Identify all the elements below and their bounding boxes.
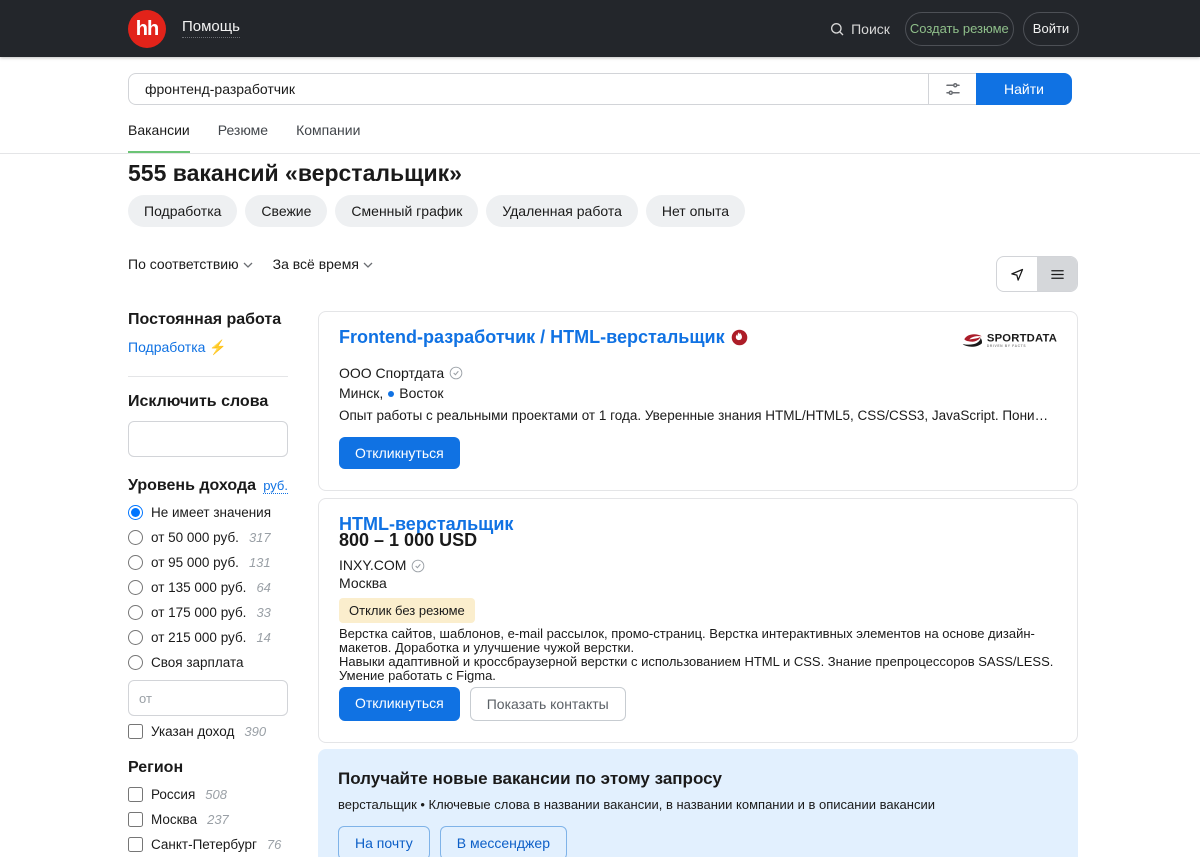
svg-text:SPORTDATA: SPORTDATA — [987, 333, 1057, 345]
svg-text:DRIVEN BY FACTS: DRIVEN BY FACTS — [987, 344, 1026, 348]
